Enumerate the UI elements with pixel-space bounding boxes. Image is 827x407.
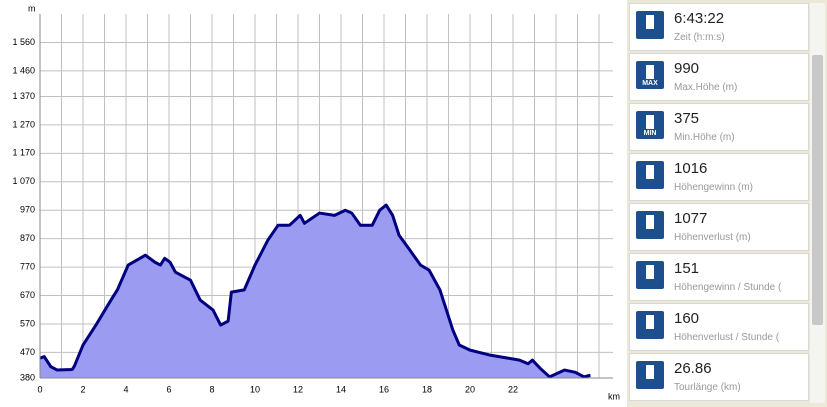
x-tick-label: 14 [336, 384, 346, 394]
stat-value: 6:43:22 [674, 10, 725, 27]
icon-glyph [646, 15, 654, 29]
icon-text: MAX [642, 80, 658, 87]
y-tick-label: 1 460 [12, 65, 35, 75]
stat-label: Höhenverlust / Stunde ( [674, 332, 780, 343]
x-tick-label: 0 [37, 384, 42, 394]
x-axis-label: km [608, 391, 620, 401]
icon-glyph [646, 265, 654, 279]
icon-glyph [646, 365, 654, 379]
stat-label: Zeit (h:m:s) [674, 32, 725, 43]
stat-icon [636, 211, 664, 239]
y-tick-label: 470 [20, 347, 35, 357]
y-tick-label: 570 [20, 318, 35, 328]
stat-icon [636, 261, 664, 289]
stat-value: 151 [674, 260, 700, 277]
x-tick-label: 8 [209, 384, 214, 394]
stat-label: Höhenverlust (m) [674, 232, 751, 243]
stat-icon: MIN [636, 111, 664, 139]
stat-label: Max.Höhe (m) [674, 82, 738, 93]
scroll-thumb[interactable] [812, 55, 823, 325]
icon-glyph [646, 215, 654, 229]
y-tick-label: 1 070 [12, 176, 35, 186]
y-axis-label: m [28, 3, 36, 13]
stat-icon [636, 311, 664, 339]
elevation-line [39, 203, 591, 379]
y-tick-label: 1 270 [12, 119, 35, 129]
x-tick-label: 10 [250, 384, 260, 394]
stat-icon: MAX [636, 61, 664, 89]
stats-panel: 6:43:22 Zeit (h:m:s) MAX 990 Max.Höhe (m) MIN… [629, 3, 809, 403]
y-tick-label: 1 560 [12, 37, 35, 47]
y-tick-label: 670 [20, 290, 35, 300]
stat-icon [636, 361, 664, 389]
stat-icon [636, 11, 664, 39]
y-tick-label: 870 [20, 233, 35, 243]
icon-glyph [646, 165, 654, 179]
x-tick-label: 12 [293, 384, 303, 394]
x-tick-label: 18 [422, 384, 432, 394]
stat-label: Höhengewinn / Stunde ( [674, 282, 782, 293]
stat-value: 1016 [674, 160, 708, 177]
x-tick-label: 20 [465, 384, 475, 394]
y-tick-label: 1 170 [12, 148, 35, 158]
stat-label: Min.Höhe (m) [674, 132, 735, 143]
stat-item: 26.86 Tourlänge (km) [629, 353, 809, 401]
stat-item: MIN 375 Min.Höhe (m) [629, 103, 809, 151]
y-tick-label: 970 [20, 205, 35, 215]
x-tick-label: 2 [80, 384, 85, 394]
x-tick-label: 16 [379, 384, 389, 394]
x-tick-label: 6 [166, 384, 171, 394]
stat-value: 990 [674, 60, 700, 77]
stat-label: Tourlänge (km) [674, 382, 741, 393]
elevation-area [40, 205, 591, 378]
stat-item: 1077 Höhenverlust (m) [629, 203, 809, 251]
icon-glyph [646, 65, 654, 79]
stat-item: 151 Höhengewinn / Stunde ( [629, 253, 809, 301]
y-tick-label: 1 370 [12, 91, 35, 101]
stat-icon [636, 161, 664, 189]
stat-value: 1077 [674, 210, 708, 227]
y-tick-label: 770 [20, 261, 35, 271]
y-tick-label: 380 [20, 372, 35, 382]
stat-item: 160 Höhenverlust / Stunde ( [629, 303, 809, 351]
icon-text: MIN [643, 130, 657, 137]
stat-label: Höhengewinn (m) [674, 182, 753, 193]
icon-glyph [646, 315, 654, 329]
stat-item: 1016 Höhengewinn (m) [629, 153, 809, 201]
stat-item: 6:43:22 Zeit (h:m:s) [629, 3, 809, 51]
stat-value: 26.86 [674, 360, 712, 377]
elevation-chart: m km 380 470 570 670 770 870 970 1 070 1 170 1 27… [0, 0, 627, 407]
stat-item: MAX 990 Max.Höhe (m) [629, 53, 809, 101]
stat-value: 375 [674, 110, 700, 127]
icon-glyph [646, 115, 654, 129]
stat-value: 160 [674, 310, 700, 327]
scrollbar[interactable] [810, 3, 825, 403]
x-tick-label: 22 [508, 384, 518, 394]
x-tick-label: 4 [123, 384, 128, 394]
